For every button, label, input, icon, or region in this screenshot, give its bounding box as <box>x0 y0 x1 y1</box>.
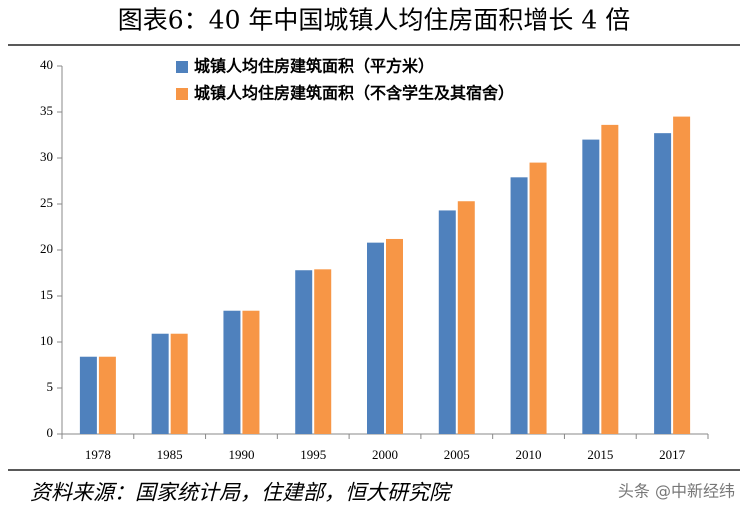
watermark: 头条 @中新经纬 <box>618 482 735 501</box>
y-tick-label: 5 <box>47 379 54 394</box>
legend-swatch <box>176 88 188 100</box>
x-tick-label: 1990 <box>228 447 254 462</box>
bar <box>295 270 313 434</box>
bar <box>438 210 456 434</box>
legend-label: 城镇人均住房建筑面积（平方米） <box>194 57 434 76</box>
chart-title: 图表6：40 年中国城镇人均住房面积增长 4 倍 <box>118 6 630 35</box>
x-tick-label: 1985 <box>157 447 183 462</box>
x-tick-label: 2000 <box>372 447 398 462</box>
source-note: 资料来源：国家统计局，住建部，恒大研究院 <box>30 481 453 505</box>
y-tick-label: 0 <box>47 425 54 440</box>
bar <box>314 269 332 434</box>
x-tick-label: 2017 <box>659 447 686 462</box>
y-tick-label: 10 <box>40 333 53 348</box>
legend-label: 城镇人均住房建筑面积（不含学生及其宿舍） <box>194 84 514 103</box>
bar <box>242 310 260 434</box>
bar <box>457 201 475 434</box>
y-tick-label: 15 <box>40 287 53 302</box>
bar <box>170 333 188 434</box>
bar <box>510 177 528 434</box>
y-tick-label: 35 <box>40 103 53 118</box>
y-tick-label: 30 <box>40 149 53 164</box>
bar <box>223 310 241 434</box>
bar <box>98 356 116 434</box>
bar <box>582 139 600 434</box>
bar <box>367 242 384 434</box>
bar <box>654 133 672 434</box>
y-tick-label: 25 <box>40 195 53 210</box>
bar <box>151 333 169 434</box>
bar <box>79 356 97 434</box>
x-tick-label: 2010 <box>516 447 542 462</box>
y-tick-label: 40 <box>40 57 53 72</box>
x-tick-label: 2015 <box>587 447 613 462</box>
bar <box>529 162 547 434</box>
x-tick-label: 1978 <box>85 447 111 462</box>
bar <box>601 124 619 434</box>
bar <box>673 116 691 434</box>
x-tick-label: 2005 <box>444 447 470 462</box>
x-tick-label: 1995 <box>300 447 326 462</box>
legend-swatch <box>176 61 188 73</box>
bar <box>386 238 403 434</box>
y-tick-label: 20 <box>40 241 53 256</box>
